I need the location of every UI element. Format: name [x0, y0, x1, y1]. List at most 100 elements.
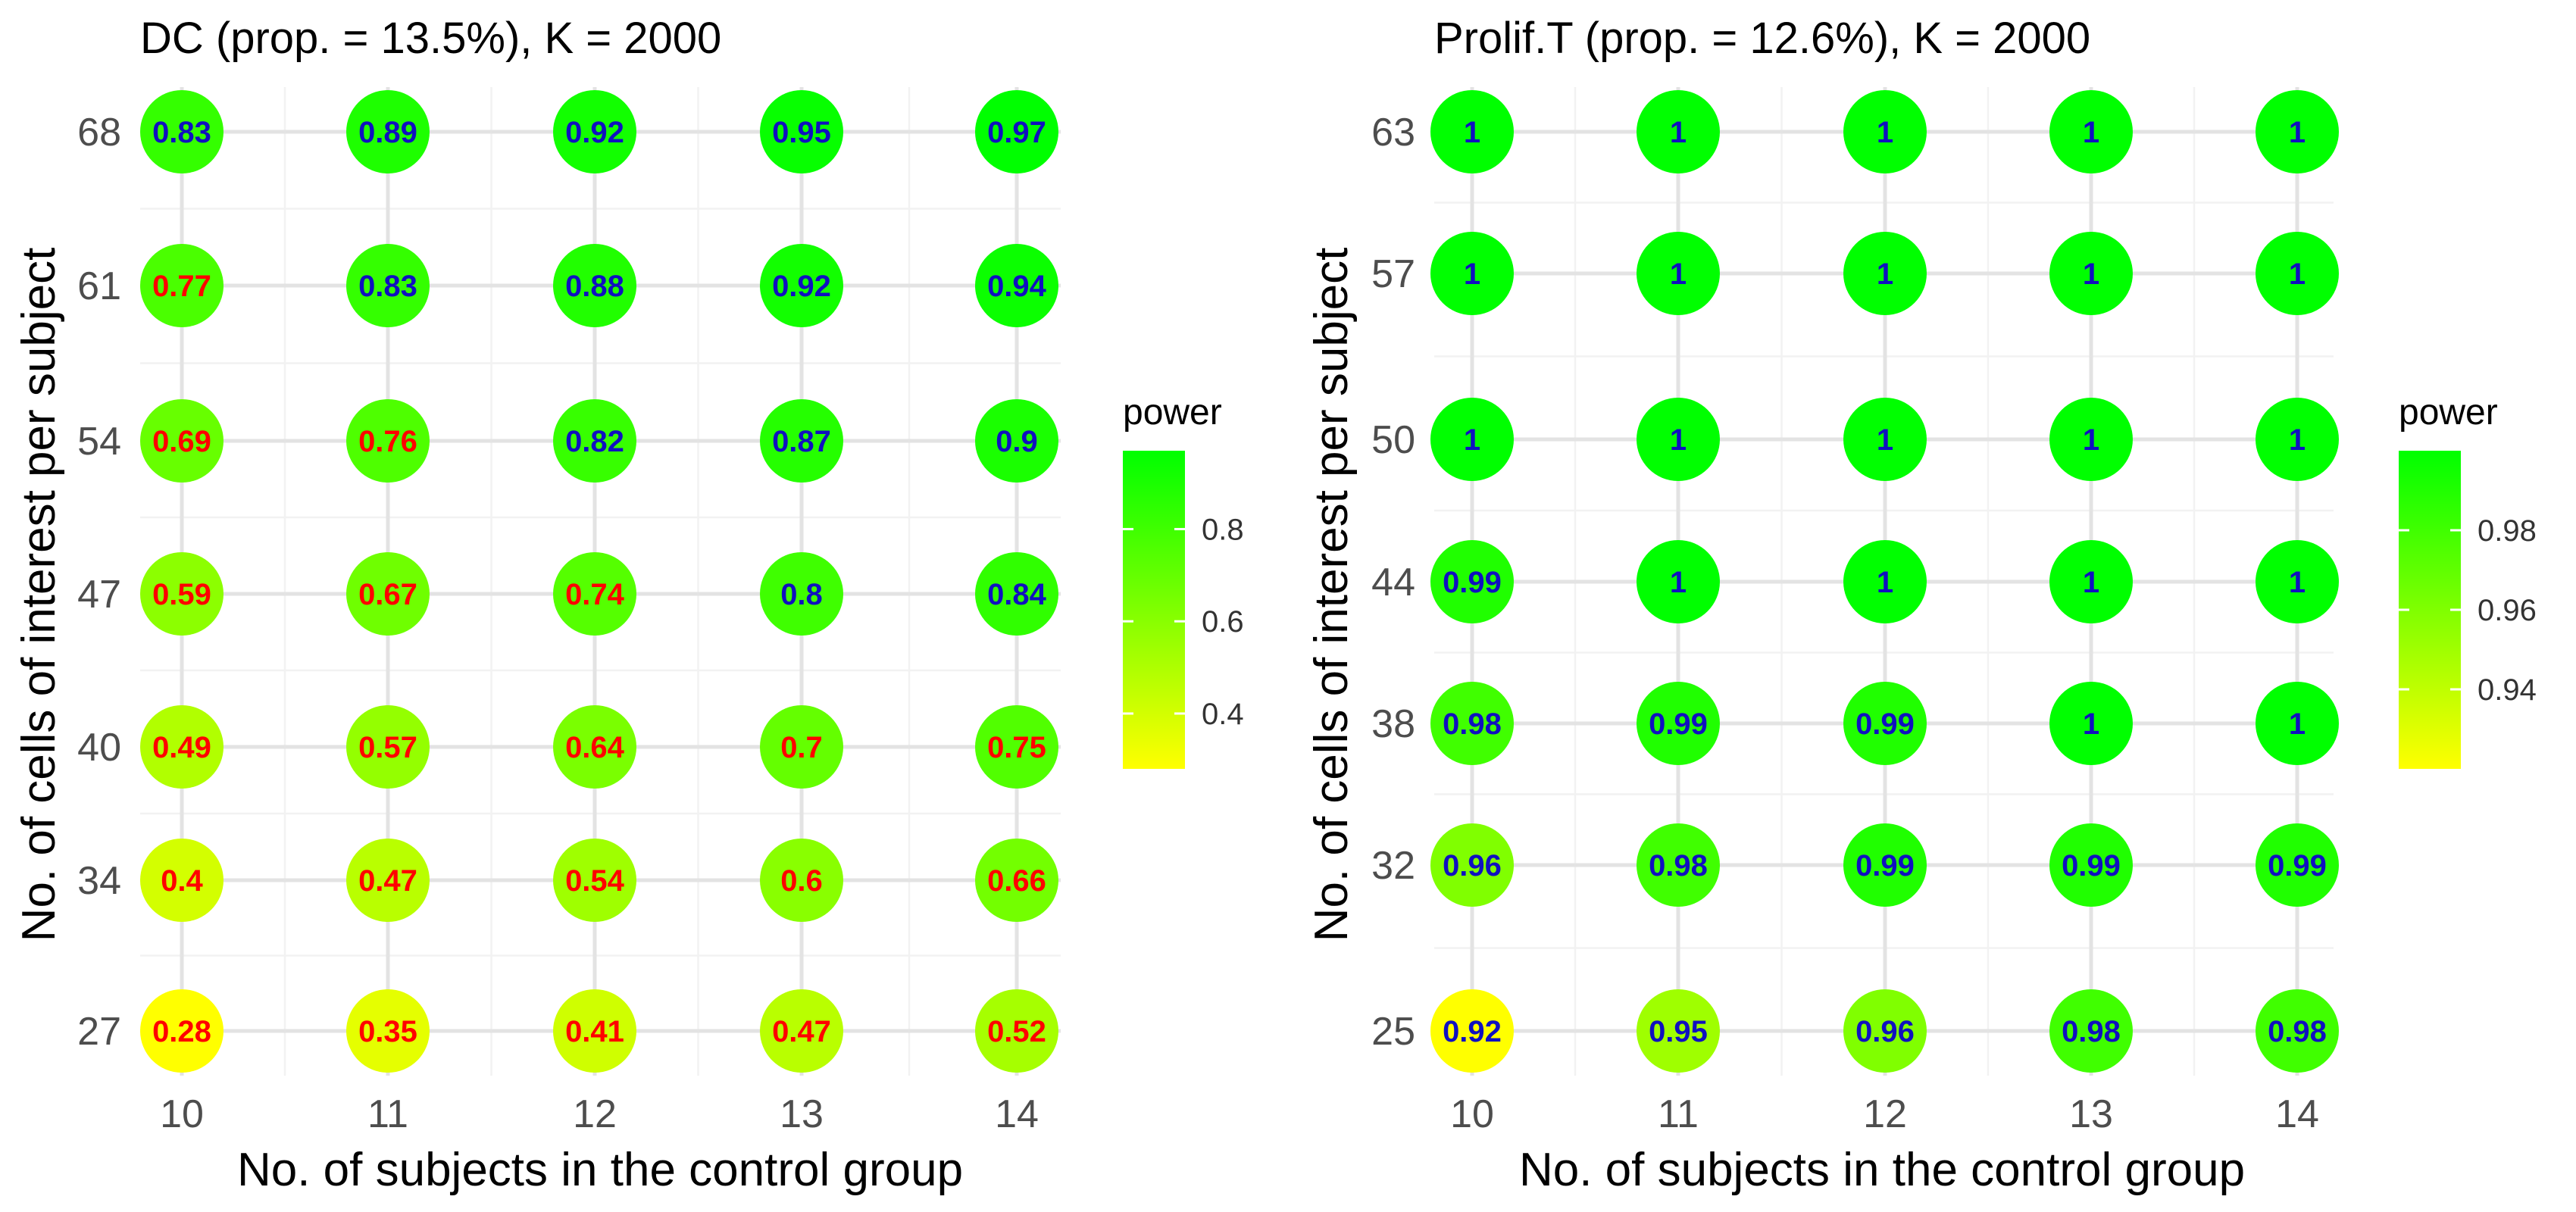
data-point — [760, 839, 843, 922]
y-tick-label: 47 — [77, 573, 121, 617]
data-point — [346, 839, 430, 922]
data-point — [1843, 90, 1927, 173]
data-label: 0.95 — [1649, 1015, 1708, 1048]
data-label: 1 — [1877, 566, 1893, 599]
legend-tick-label: 0.4 — [1202, 698, 1244, 731]
data-label: 0.88 — [565, 270, 624, 303]
data-point — [1430, 989, 1514, 1073]
data-point — [760, 989, 843, 1073]
data-label: 0.92 — [565, 116, 624, 149]
y-axis-title: No. of cells of interest per subject — [1305, 248, 1358, 942]
data-label: 0.28 — [152, 1015, 211, 1048]
data-point — [1637, 232, 1720, 315]
data-label: 0.67 — [358, 578, 417, 611]
data-label: 0.94 — [987, 270, 1047, 303]
data-label: 0.6 — [780, 864, 823, 898]
data-point — [975, 989, 1058, 1073]
data-point — [553, 839, 636, 922]
data-point — [346, 989, 430, 1073]
data-point — [1637, 90, 1720, 173]
data-point — [346, 705, 430, 789]
data-label: 0.98 — [1649, 849, 1708, 882]
data-point — [140, 705, 224, 789]
panel-prolif-t: Prolif.T (prop. = 12.6%), K = 2000 10 11 1… — [1305, 14, 2537, 1196]
legend-title: power — [2399, 392, 2498, 433]
data-label: 0.35 — [358, 1015, 417, 1048]
y-tick-label: 54 — [77, 420, 121, 464]
data-point — [346, 552, 430, 636]
y-tick-label: 32 — [1371, 844, 1415, 888]
y-axis-title: No. of cells of interest per subject — [13, 248, 65, 942]
legend: power 0.4 0.6 0.8 — [1123, 392, 1244, 769]
data-point — [1430, 823, 1514, 907]
data-label: 1 — [1464, 116, 1480, 149]
x-tick-label: 14 — [995, 1092, 1039, 1136]
data-point — [760, 552, 843, 636]
data-point — [760, 244, 843, 327]
data-point — [1637, 989, 1720, 1073]
legend-tick-label: 0.8 — [1202, 513, 1244, 546]
data-point — [553, 705, 636, 789]
data-point — [1843, 398, 1927, 481]
data-point — [346, 244, 430, 327]
legend-colorbar — [1123, 451, 1185, 769]
data-label: 0.49 — [152, 731, 211, 764]
data-point — [760, 705, 843, 789]
x-tick-label: 13 — [780, 1092, 824, 1136]
data-point — [1430, 540, 1514, 623]
data-point — [1430, 90, 1514, 173]
x-tick-label: 11 — [1658, 1092, 1699, 1136]
data-label: 0.47 — [358, 864, 417, 898]
data-point — [2049, 989, 2133, 1073]
y-tick-label: 34 — [77, 859, 121, 903]
y-tick-label: 40 — [77, 726, 121, 770]
data-point — [2049, 90, 2133, 173]
data-label: 1 — [1877, 116, 1893, 149]
data-label: 1 — [1877, 258, 1893, 291]
data-label: 0.84 — [987, 578, 1047, 611]
data-label: 0.64 — [565, 731, 625, 764]
data-label: 1 — [1877, 423, 1893, 457]
data-point — [975, 552, 1058, 636]
data-point — [346, 90, 430, 173]
data-point — [2049, 232, 2133, 315]
data-point — [760, 90, 843, 173]
data-point — [140, 839, 224, 922]
data-label: 1 — [1464, 258, 1480, 291]
data-label: 1 — [2289, 708, 2306, 741]
data-point — [1843, 540, 1927, 623]
data-point — [553, 989, 636, 1073]
data-label: 0.92 — [772, 270, 831, 303]
data-point — [1637, 682, 1720, 765]
y-tick-label: 50 — [1371, 418, 1415, 462]
data-point — [553, 90, 636, 173]
data-point — [140, 244, 224, 327]
panel-dc: DC (prop. = 13.5%), K = 2000 10 11 12 13 14 2… — [13, 14, 1244, 1196]
data-label: 0.96 — [1443, 849, 1502, 882]
y-tick-label: 27 — [77, 1010, 121, 1054]
data-point — [975, 90, 1058, 173]
data-point — [553, 244, 636, 327]
x-tick-label: 10 — [160, 1092, 204, 1136]
legend: power 0.94 0.96 0.98 — [2399, 392, 2537, 769]
data-point — [2049, 823, 2133, 907]
data-point — [140, 90, 224, 173]
data-label: 0.76 — [358, 425, 417, 458]
data-label: 0.89 — [358, 116, 417, 149]
data-label: 0.99 — [1855, 849, 1915, 882]
data-label: 0.99 — [2062, 849, 2121, 882]
data-label: 0.99 — [1649, 708, 1708, 741]
data-label: 0.82 — [565, 425, 624, 458]
data-label: 0.8 — [780, 578, 823, 611]
data-label: 1 — [1464, 423, 1480, 457]
data-point — [975, 399, 1058, 483]
data-label: 0.96 — [1855, 1015, 1915, 1048]
data-label: 0.47 — [772, 1015, 831, 1048]
data-point — [1430, 398, 1514, 481]
data-label: 1 — [1670, 566, 1687, 599]
data-label: 0.57 — [358, 731, 417, 764]
legend-tick-label: 0.6 — [1202, 605, 1244, 639]
data-label: 0.98 — [2268, 1015, 2327, 1048]
data-label: 1 — [1670, 258, 1687, 291]
x-tick-label: 14 — [2275, 1092, 2319, 1136]
